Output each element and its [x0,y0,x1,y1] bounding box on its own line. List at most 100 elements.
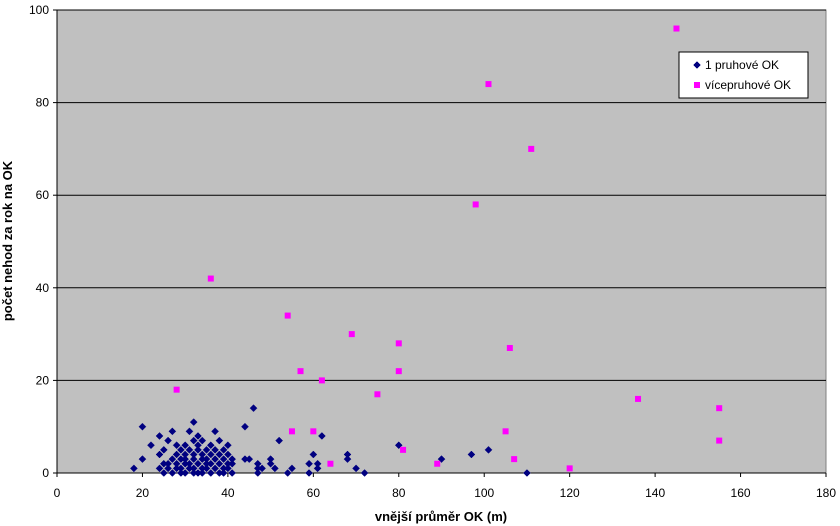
data-point [185,427,194,436]
legend-marker [694,82,700,88]
data-point [206,469,215,477]
data-point [502,428,509,435]
data-point [283,469,292,477]
data-point [275,436,284,445]
data-point [305,459,313,468]
y-tick-label: 100 [29,3,49,17]
legend-box [678,51,809,99]
data-point [716,437,723,444]
data-point [716,405,723,412]
data-point [374,391,381,398]
data-point [194,432,202,440]
data-point [310,428,317,435]
data-point [327,460,334,467]
data-point [164,459,172,468]
data-point [155,450,164,459]
data-point [352,464,360,473]
data-point [224,450,232,459]
data-point [194,445,202,454]
y-tick-label: 80 [36,96,50,110]
data-point [228,459,237,468]
data-point [202,455,211,463]
data-point [313,464,322,473]
data-point [168,469,177,477]
data-point [189,450,198,459]
legend-label: 1 pruhové OK [705,58,779,72]
data-point [528,145,535,152]
data-point [400,446,407,453]
data-point [472,201,479,208]
data-point [224,441,232,450]
x-tick-label: 40 [221,486,235,500]
data-point [360,469,369,477]
data-point [189,436,198,445]
data-point [258,464,266,473]
data-point [147,441,155,450]
data-point [168,427,177,436]
data-point [318,432,326,440]
legend-label: vícepruhové OK [705,78,791,92]
data-point [506,344,513,351]
data-point [202,445,211,454]
data-point [305,469,313,477]
data-point [130,464,138,473]
data-point [138,455,147,463]
data-point [215,459,224,468]
y-tick-label: 20 [36,373,50,387]
data-point [224,464,232,473]
data-point [202,464,211,473]
data-point [266,459,275,468]
data-point [172,450,181,459]
data-point [343,455,352,463]
data-point [189,418,198,426]
data-point [253,469,262,477]
data-point [198,450,207,459]
data-point [211,427,219,436]
data-point [138,422,147,431]
gridlines [57,9,826,381]
data-point [467,450,476,459]
data-point [194,459,202,468]
series-1 [173,25,723,472]
data-point [155,464,164,473]
data-point [219,445,228,454]
data-point [181,455,190,463]
data-point [215,436,224,445]
data-point [168,455,177,463]
data-point [189,464,198,473]
data-point [206,459,215,468]
x-tick-label: 0 [54,486,61,500]
x-tick-label: 100 [474,486,494,500]
x-tick-label: 80 [392,486,406,500]
data-point [172,459,181,468]
data-point [245,455,254,463]
data-point [395,368,402,375]
data-point [484,445,493,454]
data-point [228,469,237,477]
data-point [309,450,318,459]
x-tick-label: 160 [731,486,751,500]
data-point [159,445,168,454]
data-point [434,460,441,467]
data-point [284,312,291,319]
data-point [241,422,249,431]
x-tick-label: 120 [560,486,580,500]
data-point [181,469,190,477]
data-point [211,455,219,463]
y-tick-label: 60 [36,188,50,202]
legend: 1 pruhové OK vícepruhové OK [678,51,809,99]
data-point [198,469,207,477]
data-point [155,432,164,440]
data-point [185,445,194,454]
legend-items: 1 pruhové OK vícepruhové OK [693,58,791,92]
data-point [177,445,185,454]
legend-marker [693,61,701,69]
data-point [206,450,215,459]
y-tick-label: 40 [36,281,50,295]
y-axis-title: počet nehod za rok na OK [0,160,15,321]
data-points [130,25,723,477]
data-point [523,469,531,477]
data-point [207,275,214,282]
data-point [219,455,228,463]
